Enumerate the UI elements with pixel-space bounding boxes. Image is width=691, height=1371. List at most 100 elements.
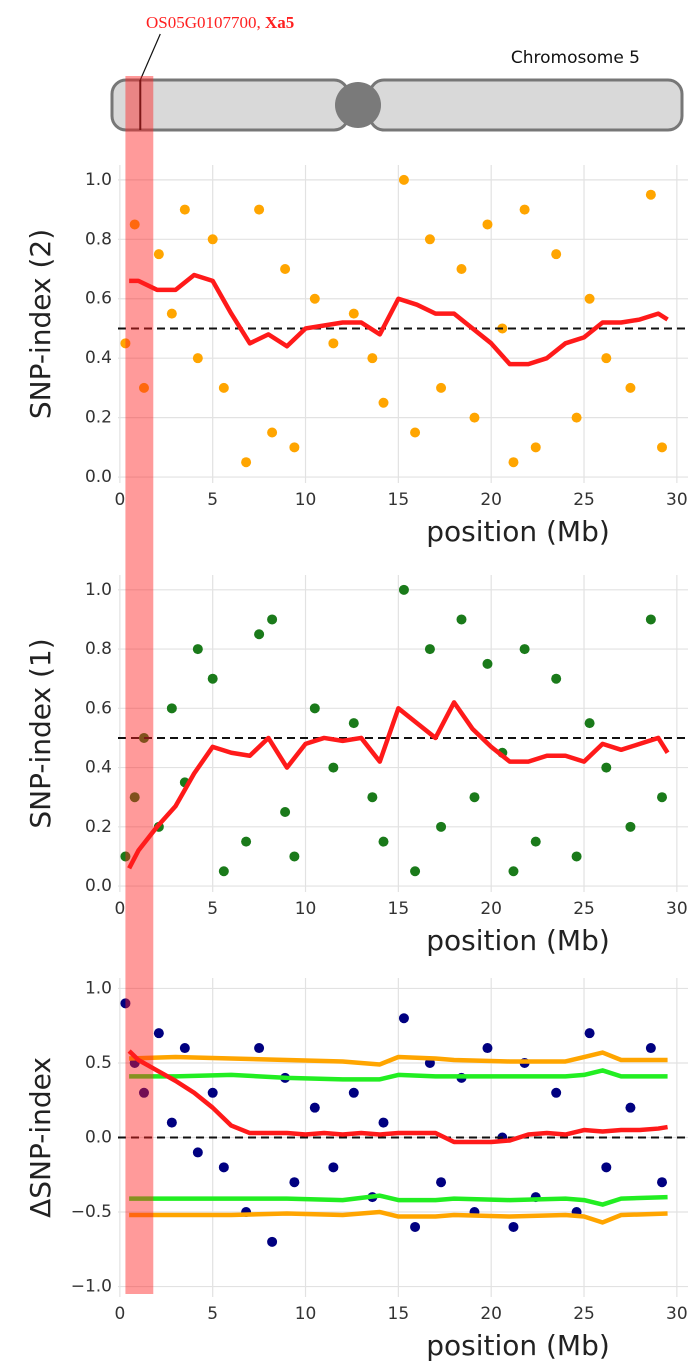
snp-point — [601, 1162, 612, 1173]
snp-point — [625, 1102, 636, 1113]
x-tick-label: 5 — [207, 899, 218, 919]
snp-point — [120, 338, 131, 349]
snp-point — [120, 851, 131, 862]
snp-point — [289, 442, 300, 453]
y-tick-label: 0.2 — [85, 817, 112, 837]
gene-id: OS05G0107700, — [146, 13, 261, 32]
snp-point — [280, 807, 291, 818]
snp-point — [267, 427, 278, 438]
y-tick-label: 0.4 — [85, 758, 112, 778]
snp-point — [508, 1221, 519, 1232]
snp-point — [138, 382, 149, 393]
snp-point — [138, 1087, 149, 1098]
snp-point — [328, 762, 339, 773]
snp-point — [289, 851, 300, 862]
snp-point — [218, 1162, 229, 1173]
snp-point — [469, 412, 480, 423]
snp-point — [657, 442, 668, 453]
plot-area — [118, 575, 688, 892]
x-tick-label: 15 — [388, 899, 410, 919]
y-tick-label: 0.8 — [85, 639, 112, 659]
snp-point — [482, 658, 493, 669]
y-tick-label: 0.2 — [85, 408, 112, 428]
y-tick-label: 0.4 — [85, 348, 112, 368]
snp-point — [645, 614, 656, 625]
snp-point — [584, 718, 595, 729]
x-tick-label: 20 — [480, 899, 502, 919]
snp-point — [309, 703, 320, 714]
snp-point — [571, 412, 582, 423]
snp-point — [625, 382, 636, 393]
sliding-window-line — [129, 1050, 668, 1067]
y-tick-label: 0.8 — [85, 229, 112, 249]
snp-point — [601, 762, 612, 773]
snp-point — [456, 264, 467, 275]
snp-point — [207, 234, 218, 245]
snp-point — [378, 397, 389, 408]
snp-point — [280, 264, 291, 275]
snp-point — [166, 308, 177, 319]
x-tick-label: 0 — [114, 899, 125, 919]
x-tick-label: 15 — [388, 1304, 410, 1324]
snp-point — [645, 1043, 656, 1054]
snp-point — [519, 204, 530, 215]
snp-point — [192, 353, 203, 364]
snp-point — [584, 293, 595, 304]
snp-point — [601, 353, 612, 364]
snp-point — [348, 1087, 359, 1098]
snp-point — [289, 1177, 300, 1188]
snp-point — [645, 189, 656, 200]
snp-point — [241, 457, 252, 468]
snp-point — [410, 1221, 421, 1232]
snp-point — [309, 293, 320, 304]
gene-name: Xa5 — [265, 13, 294, 32]
x-tick-label: 20 — [480, 1304, 502, 1324]
x-tick-label: 0 — [114, 490, 125, 510]
snp-point — [378, 836, 389, 847]
x-tick-label: 15 — [388, 490, 410, 510]
snp-point — [166, 703, 177, 714]
snp-point — [436, 1177, 447, 1188]
snp-point — [309, 1102, 320, 1113]
snp-point — [657, 1177, 668, 1188]
snp-point — [192, 1147, 203, 1158]
y-tick-label: 0.6 — [85, 289, 112, 309]
snp-point — [129, 792, 140, 803]
snp-point — [179, 204, 190, 215]
y-tick-label: 0.5 — [85, 1053, 112, 1073]
snp-point — [584, 1028, 595, 1039]
snp-point — [530, 836, 541, 847]
snp-point — [153, 249, 164, 260]
snp-point — [482, 219, 493, 230]
snp-point — [551, 249, 562, 260]
snp-point — [657, 792, 668, 803]
y-tick-label: 0.0 — [85, 876, 112, 896]
x-tick-label: 5 — [207, 490, 218, 510]
y-axis-label: ΔSNP-index — [24, 1057, 57, 1218]
snp-point — [508, 866, 519, 877]
snp-point — [519, 644, 530, 655]
y-tick-label: 1.0 — [85, 978, 112, 998]
sliding-window-line — [129, 1209, 668, 1225]
snp-point — [207, 1087, 218, 1098]
snp-point — [398, 584, 409, 595]
y-tick-label: 1.0 — [85, 170, 112, 190]
snp-point — [179, 1043, 190, 1054]
y-tick-label: 0.6 — [85, 698, 112, 718]
snp-point — [192, 644, 203, 655]
snp-point — [378, 1117, 389, 1128]
y-axis-label: SNP-index (2) — [24, 229, 57, 419]
snp-point — [456, 614, 467, 625]
snp-point — [551, 1087, 562, 1098]
x-axis-label: position (Mb) — [426, 515, 610, 548]
x-tick-label: 30 — [666, 899, 688, 919]
snp-point — [551, 673, 562, 684]
snp-point — [571, 851, 582, 862]
snp-point — [530, 442, 541, 453]
snp-point — [328, 1162, 339, 1173]
snp-point — [348, 718, 359, 729]
y-tick-label: 0.0 — [85, 467, 112, 487]
snp-point — [267, 1236, 278, 1247]
x-tick-label: 10 — [295, 899, 317, 919]
snp-point — [508, 457, 519, 468]
